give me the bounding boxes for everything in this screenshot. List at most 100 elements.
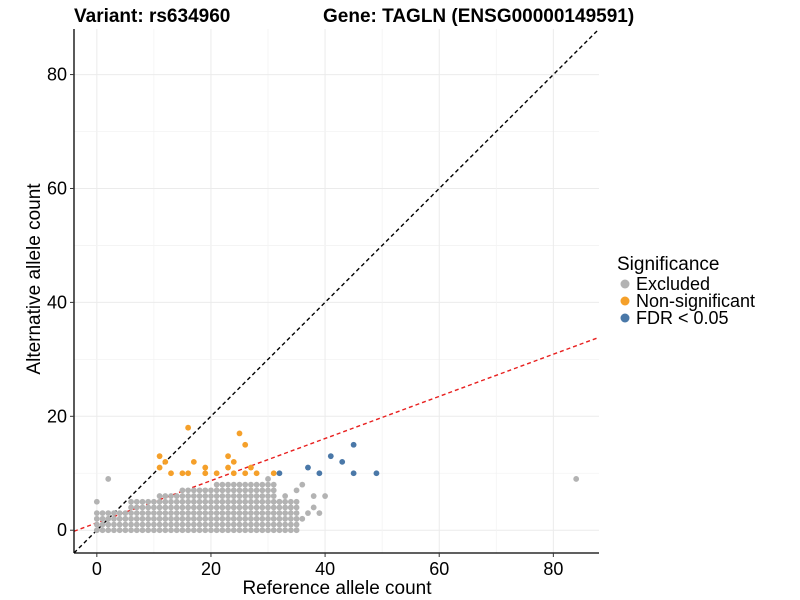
- point-excluded: [156, 504, 163, 511]
- point-excluded: [196, 521, 203, 528]
- point-excluded: [156, 515, 163, 522]
- point-excluded: [202, 504, 209, 511]
- point-excluded: [190, 493, 197, 499]
- point-non-significant: [230, 458, 237, 465]
- legend: Significance Excluded Non-significant FD…: [617, 254, 755, 328]
- point-excluded: [248, 521, 254, 528]
- point-excluded: [213, 493, 220, 499]
- point-excluded: [150, 498, 157, 505]
- point-excluded: [219, 510, 226, 517]
- point-excluded: [265, 493, 271, 499]
- point-excluded: [253, 521, 260, 528]
- point-excluded: [299, 481, 306, 488]
- point-non-significant: [225, 464, 231, 471]
- point-excluded: [225, 521, 231, 528]
- point-excluded: [168, 510, 174, 517]
- point-excluded: [93, 510, 100, 517]
- point-excluded: [145, 510, 152, 517]
- point-excluded: [150, 515, 157, 522]
- point-excluded: [253, 510, 260, 517]
- point-excluded: [196, 498, 203, 505]
- point-excluded: [93, 498, 100, 505]
- point-excluded: [156, 527, 163, 534]
- point-excluded: [293, 515, 300, 522]
- point-excluded: [253, 504, 260, 511]
- point-excluded: [276, 498, 283, 505]
- point-fdr-0-05: [316, 470, 323, 477]
- point-excluded: [105, 527, 112, 534]
- point-excluded: [219, 521, 226, 528]
- point-excluded: [185, 498, 192, 505]
- point-excluded: [202, 527, 209, 534]
- point-excluded: [253, 498, 260, 505]
- point-excluded: [282, 498, 289, 505]
- point-excluded: [99, 515, 106, 522]
- point-excluded: [573, 476, 580, 482]
- point-excluded: [230, 527, 237, 534]
- point-excluded: [270, 521, 277, 528]
- point-non-significant: [179, 470, 186, 477]
- point-excluded: [248, 510, 254, 517]
- point-excluded: [202, 515, 209, 522]
- point-excluded: [156, 498, 163, 505]
- point-excluded: [196, 527, 203, 534]
- point-excluded: [196, 510, 203, 517]
- point-excluded: [185, 510, 192, 517]
- point-excluded: [105, 510, 112, 517]
- point-excluded: [99, 510, 106, 517]
- point-excluded: [242, 527, 249, 534]
- point-excluded: [122, 521, 129, 528]
- point-excluded: [111, 515, 117, 522]
- point-excluded: [248, 481, 254, 488]
- point-excluded: [213, 515, 220, 522]
- point-excluded: [242, 487, 249, 494]
- point-excluded: [202, 510, 209, 517]
- point-non-significant: [190, 458, 197, 465]
- point-excluded: [202, 493, 209, 499]
- point-excluded: [133, 510, 140, 517]
- point-excluded: [265, 476, 271, 482]
- point-excluded: [236, 515, 243, 522]
- point-excluded: [282, 521, 289, 528]
- point-excluded: [248, 493, 254, 499]
- point-excluded: [185, 487, 192, 494]
- point-excluded: [190, 498, 197, 505]
- point-fdr-0-05: [373, 470, 380, 477]
- point-excluded: [253, 527, 260, 534]
- point-excluded: [248, 515, 254, 522]
- point-excluded: [219, 487, 226, 494]
- point-excluded: [122, 527, 129, 534]
- axes: [70, 29, 599, 557]
- point-excluded: [208, 493, 214, 499]
- point-excluded: [139, 527, 146, 534]
- point-excluded: [282, 493, 289, 499]
- point-fdr-0-05: [327, 453, 334, 460]
- point-excluded: [265, 504, 271, 511]
- point-excluded: [299, 515, 306, 522]
- point-fdr-0-05: [350, 470, 357, 477]
- point-excluded: [236, 510, 243, 517]
- point-excluded: [208, 510, 214, 517]
- point-excluded: [259, 493, 266, 499]
- point-fdr-0-05: [276, 470, 283, 477]
- point-excluded: [230, 515, 237, 522]
- point-excluded: [230, 510, 237, 517]
- point-excluded: [128, 504, 134, 511]
- point-excluded: [213, 498, 220, 505]
- point-excluded: [270, 498, 277, 505]
- point-excluded: [242, 510, 249, 517]
- point-excluded: [259, 515, 266, 522]
- point-excluded: [133, 521, 140, 528]
- point-excluded: [208, 498, 214, 505]
- point-excluded: [111, 521, 117, 528]
- point-excluded: [162, 521, 169, 528]
- point-excluded: [139, 521, 146, 528]
- point-excluded: [316, 510, 323, 517]
- point-non-significant: [202, 470, 209, 477]
- point-excluded: [202, 487, 209, 494]
- point-excluded: [185, 504, 192, 511]
- point-excluded: [259, 481, 266, 488]
- point-excluded: [190, 504, 197, 511]
- point-excluded: [259, 510, 266, 517]
